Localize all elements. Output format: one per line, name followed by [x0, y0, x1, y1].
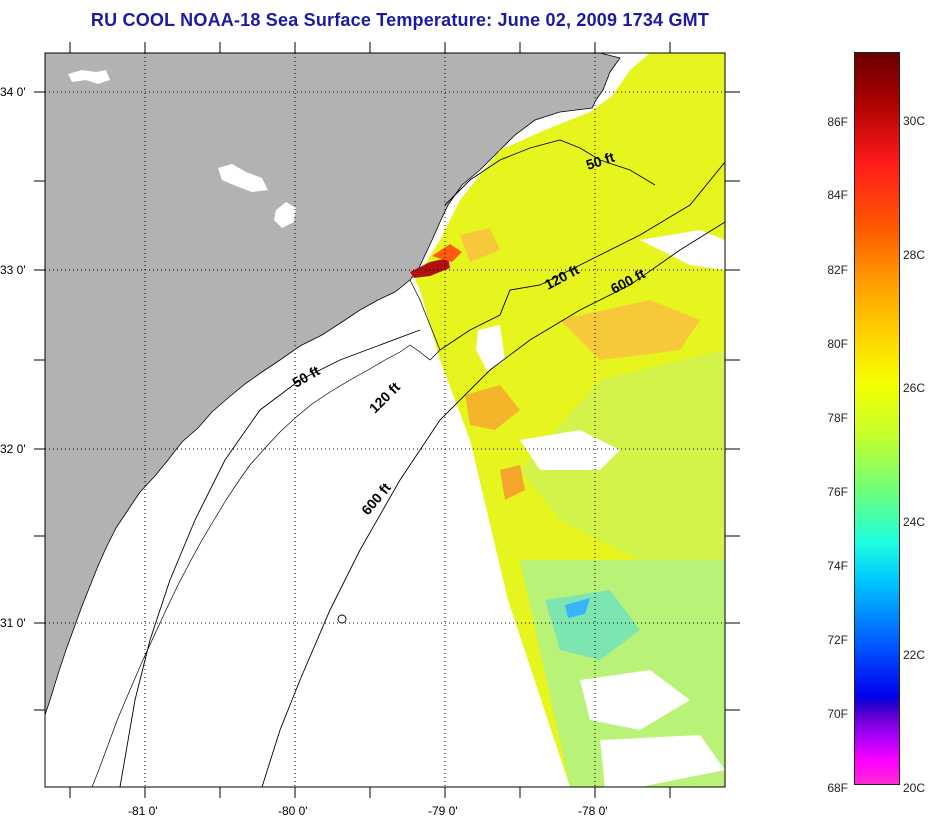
lat-label-34: 34 0' — [0, 85, 26, 99]
sst-swath — [410, 53, 725, 787]
colorbar-f-82: 82F — [827, 263, 848, 277]
colorbar-f-76: 76F — [827, 485, 848, 499]
colorbar-f-78: 78F — [827, 411, 848, 425]
colorbar-f-86: 86F — [827, 115, 848, 129]
land-mass — [45, 53, 621, 716]
lon-label-80: -80 0' — [278, 804, 308, 817]
map-title: RU COOL NOAA-18 Sea Surface Temperature:… — [90, 10, 710, 30]
colorbar-c-26: 26C — [903, 381, 926, 395]
temperature-colorbar — [854, 52, 900, 785]
lon-label-81: -81 0' — [128, 804, 158, 817]
colorbar-c-24: 24C — [903, 515, 926, 529]
axis-ticks — [34, 42, 740, 798]
colorbar-f-74: 74F — [827, 559, 848, 573]
colorbar-c-22: 22C — [903, 648, 926, 662]
lat-label-31: 31 0' — [0, 616, 26, 630]
colorbar-f-80: 80F — [827, 337, 848, 351]
lat-label-32: 32 0' — [0, 442, 26, 456]
colorbar-f-70: 70F — [827, 707, 848, 721]
colorbar-f-72: 72F — [827, 633, 848, 647]
colorbar-c-28: 28C — [903, 248, 926, 262]
lon-label-79: -79 0' — [428, 804, 458, 817]
map-frame — [44, 52, 726, 788]
lon-label-78: -78 0' — [578, 804, 608, 817]
graticule — [45, 53, 725, 787]
colorbar-c-20: 20C — [903, 781, 926, 795]
colorbar-c-30: 30C — [903, 114, 926, 128]
lat-label-33: 33 0' — [0, 263, 26, 277]
colorbar-f-68: 68F — [827, 781, 848, 795]
colorbar-f-84: 84F — [827, 188, 848, 202]
